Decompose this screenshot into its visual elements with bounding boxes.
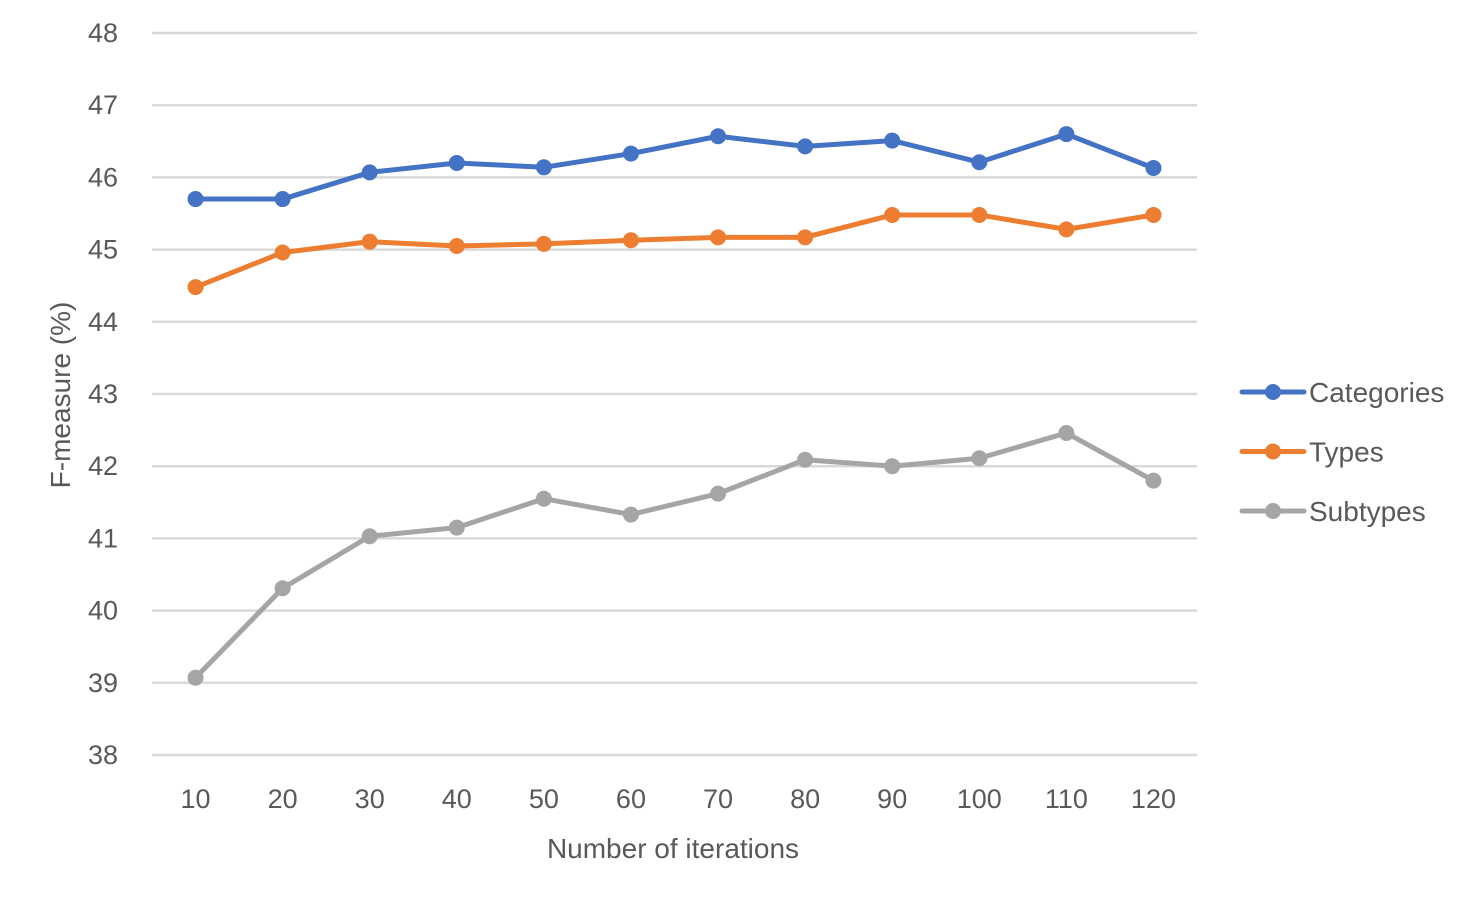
data-point-subtypes [622,506,639,523]
data-point-types [1058,221,1075,238]
data-point-subtypes [535,490,552,507]
data-point-types [1145,206,1162,223]
x-tick-label: 90 [877,784,907,814]
data-point-categories [361,164,378,181]
x-tick-label: 120 [1131,784,1176,814]
data-point-categories [710,128,727,145]
data-point-categories [797,138,814,155]
data-point-types [884,206,901,223]
y-tick-label: 44 [88,307,118,337]
data-point-categories [884,132,901,149]
series-lines [187,126,1162,686]
data-point-subtypes [187,669,204,686]
data-point-types [535,235,552,252]
gridlines [152,31,1197,757]
data-point-types [274,244,291,261]
y-tick-label: 48 [88,18,118,48]
x-tick-label: 80 [790,784,820,814]
data-point-subtypes [884,458,901,475]
data-point-types [448,237,465,254]
data-point-categories [1058,126,1075,143]
x-tick-label: 50 [529,784,559,814]
data-point-subtypes [797,451,814,468]
series-line-subtypes [193,430,1156,681]
x-tick-label: 10 [181,784,211,814]
y-tick-label: 39 [88,668,118,698]
legend: Categories Types Subtypes [1239,377,1444,527]
data-point-subtypes [1058,424,1075,441]
legend-marker-categories [1265,384,1281,400]
data-point-categories [535,159,552,176]
data-point-subtypes [710,485,727,502]
x-axis-ticks: 10 20 30 40 50 60 70 80 90 100 110 120 [181,784,1176,814]
data-point-types [361,233,378,250]
y-tick-label: 46 [88,162,118,192]
x-tick-label: 110 [1045,784,1088,814]
legend-marker-types [1265,443,1281,460]
data-point-types [187,279,204,296]
y-tick-label: 42 [88,451,118,481]
data-point-subtypes [361,528,378,545]
data-point-subtypes [448,519,465,536]
legend-marker-subtypes [1265,503,1281,519]
data-point-subtypes [1145,472,1162,489]
x-tick-label: 40 [442,784,472,814]
data-point-categories [274,191,291,208]
data-point-types [971,206,988,223]
y-tick-label: 45 [88,235,118,265]
x-tick-label: 100 [957,784,1002,814]
x-axis-title: Number of iterations [547,833,799,864]
data-point-categories [1145,160,1162,177]
y-tick-label: 38 [88,740,118,770]
y-axis-title: F-measure (%) [45,302,76,489]
legend-label-categories: Categories [1309,377,1444,408]
x-tick-label: 30 [355,784,385,814]
data-point-categories [971,154,988,171]
series-line-categories [193,131,1156,202]
x-tick-label: 70 [703,784,733,814]
series-line-types [193,212,1156,290]
data-point-categories [448,154,465,171]
y-tick-label: 41 [88,523,118,553]
y-tick-label: 47 [88,90,118,120]
data-point-types [797,229,814,246]
data-point-types [710,229,727,246]
data-point-subtypes [971,450,988,467]
x-tick-label: 20 [268,784,298,814]
data-point-subtypes [274,580,291,597]
legend-label-types: Types [1309,437,1384,468]
x-tick-label: 60 [616,784,646,814]
data-point-categories [187,191,204,208]
y-tick-label: 40 [88,596,118,626]
legend-label-subtypes: Subtypes [1309,496,1426,527]
y-tick-label: 43 [88,379,118,409]
y-axis-ticks: 38 39 40 41 42 43 44 45 46 47 48 [88,18,118,770]
data-point-types [622,232,639,249]
data-point-categories [622,145,639,162]
